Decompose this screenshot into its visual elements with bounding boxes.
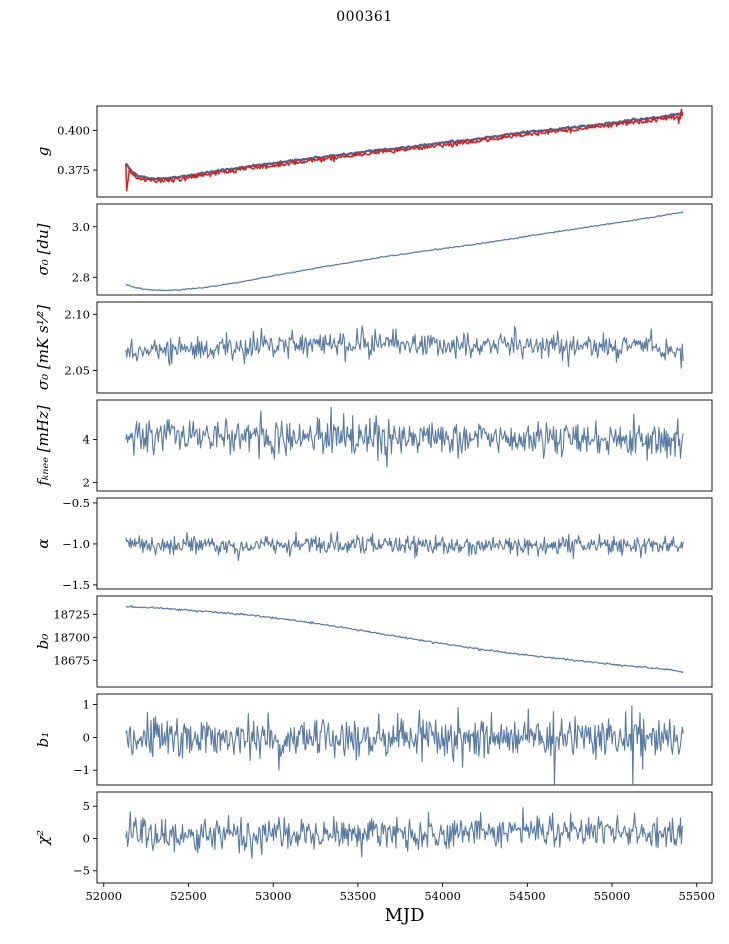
panel-g: 0.375 0.400 g xyxy=(34,105,713,198)
x-axis-label: MJD xyxy=(384,905,425,926)
y-tick-label: 0 xyxy=(83,831,90,845)
y-axis-label-b0: b₀ xyxy=(34,634,52,650)
x-tick-label: 54000 xyxy=(424,889,461,903)
axes-box-f_knee xyxy=(96,399,713,492)
y-tick-label: 18700 xyxy=(53,630,90,644)
y-tick-label: 0.375 xyxy=(57,163,90,177)
y-axis-label-g: g xyxy=(34,147,52,157)
y-tick-label: 4 xyxy=(83,433,90,447)
axes-box-b0 xyxy=(96,595,713,688)
y-tick-label: 2.8 xyxy=(72,270,90,284)
panel-alpha: −1.5 −1.0 −0.5 α xyxy=(34,496,713,592)
x-tick-label: 55000 xyxy=(594,889,631,903)
y-tick-label: 0 xyxy=(83,730,90,744)
y-tick-label: 2.10 xyxy=(64,307,90,321)
series-b0 xyxy=(125,605,684,674)
x-tick-label: 52500 xyxy=(170,889,207,903)
y-tick-label: 2 xyxy=(83,475,90,489)
y-tick-label: −0.5 xyxy=(62,496,90,510)
series-b1 xyxy=(125,705,684,785)
y-tick-label: −1.0 xyxy=(62,537,90,551)
series-g_model xyxy=(124,111,684,181)
y-axis-label-b1: b₁ xyxy=(34,732,52,748)
x-tick-label: 53000 xyxy=(255,889,292,903)
y-tick-label: 18725 xyxy=(53,607,90,621)
y-tick-label: 2.05 xyxy=(64,364,90,378)
y-axis-label-alpha: α xyxy=(34,538,52,548)
panel-f_knee: 2 4 fₖₙₑₑ [mHz] xyxy=(34,399,713,492)
x-tick-label: 52000 xyxy=(85,889,122,903)
y-tick-label: −5 xyxy=(73,864,90,878)
series-chi2 xyxy=(125,807,684,859)
axes-box-sigma0_du xyxy=(96,203,713,296)
series-g_measured xyxy=(125,108,684,192)
axes-box-chi2 xyxy=(96,791,713,884)
y-tick-label: 5 xyxy=(83,799,90,813)
panel-chi2: −5 0 5 χ² 52000 52500 53000 53500 54000 54500 5500… xyxy=(34,791,715,903)
x-tick-label: 53500 xyxy=(340,889,377,903)
series-alpha xyxy=(125,531,684,562)
y-tick-label: 3.0 xyxy=(72,220,90,234)
x-tick-label: 55500 xyxy=(678,889,715,903)
figure-title: 000361 xyxy=(336,9,393,25)
series-sigma0_du xyxy=(125,211,684,292)
axes-box-g xyxy=(96,105,713,198)
series-sigma0_mks xyxy=(125,325,684,369)
series-f_knee xyxy=(125,406,684,468)
x-tick-label: 54500 xyxy=(509,889,546,903)
axes-box-b1 xyxy=(96,693,713,786)
panel-sigma0_mks: 2.05 2.10 σ₀ [mK s¹⁄²] xyxy=(34,301,713,394)
y-tick-label: −1.5 xyxy=(62,578,90,592)
y-tick-label: 1 xyxy=(83,698,90,712)
y-axis-label-f_knee: fₖₙₑₑ [mHz] xyxy=(34,405,52,487)
axes-box-sigma0_mks xyxy=(96,301,713,394)
y-axis-label-sigma0_du: σ₀ [du] xyxy=(34,223,52,275)
y-tick-label: −1 xyxy=(73,763,90,777)
y-tick-label: 18675 xyxy=(53,653,90,667)
y-axis-label-sigma0_mks: σ₀ [mK s¹⁄²] xyxy=(34,305,52,390)
y-tick-label: 0.400 xyxy=(57,124,90,138)
panel-sigma0_du: 2.8 3.0 σ₀ [du] xyxy=(34,203,713,296)
panel-b1: −1 0 1 b₁ xyxy=(34,693,713,786)
y-axis-label-chi2: χ² xyxy=(34,830,52,846)
